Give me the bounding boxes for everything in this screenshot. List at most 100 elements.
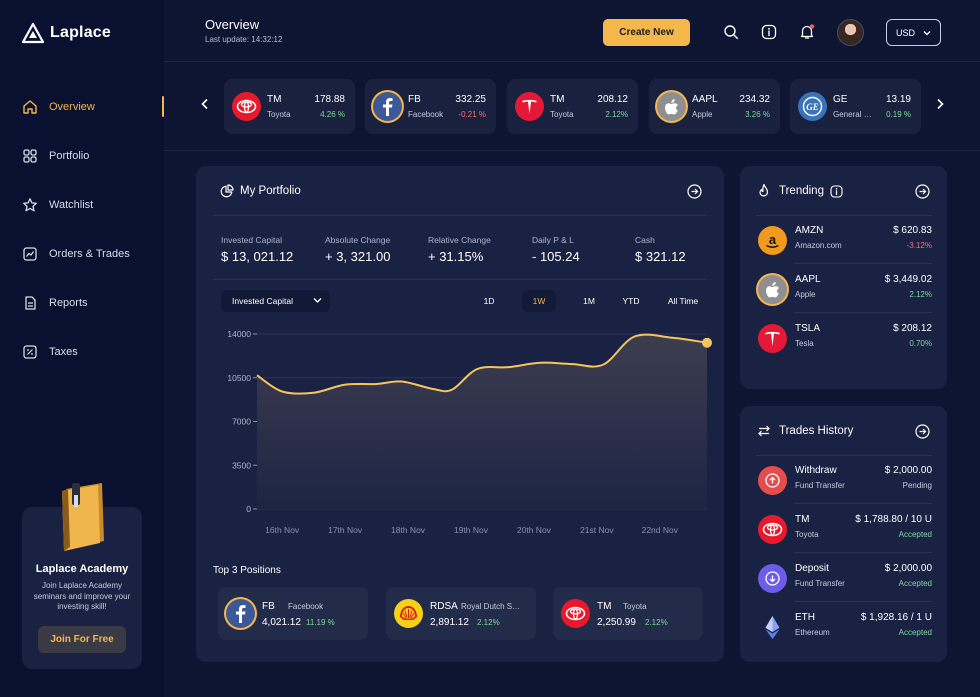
position-card[interactable]: TM Toyota 2,250.99 2.12%	[553, 587, 703, 640]
trending-row[interactable]: TSLA Tesla $ 208.12 0.70%	[756, 319, 932, 359]
position-name: Facebook	[288, 602, 324, 611]
sidebar-item-taxes[interactable]: Taxes	[0, 327, 164, 376]
fire-icon	[759, 183, 769, 197]
trending-symbol: TSLA	[795, 323, 821, 334]
range-all-time-button[interactable]: All Time	[667, 296, 699, 306]
range-1w-button[interactable]: 1W	[522, 290, 556, 312]
apple-logo-icon	[657, 92, 686, 121]
ticker-symbol: TM	[267, 94, 282, 105]
trending-change: 2.12%	[909, 290, 932, 299]
ticker-card[interactable]: TM Toyota 178.88 4.26 %	[224, 79, 355, 134]
currency-select[interactable]: USD	[886, 19, 941, 46]
ticker-change: 2.12%	[605, 110, 628, 119]
ticker-price: 13.19	[885, 94, 911, 105]
ticker-name: Toyota	[267, 110, 291, 119]
y-tick-label: 3500	[232, 460, 251, 470]
stat-value: - 105.24	[532, 249, 580, 264]
academy-description: Join Laplace Academy seminars and improv…	[33, 581, 131, 611]
sidebar-item-reports[interactable]: Reports	[0, 278, 164, 327]
stat-value: $ 13, 021.12	[221, 249, 294, 264]
position-value: 2,891.12	[430, 617, 469, 628]
apple-logo-icon	[758, 275, 787, 304]
arrow-right-circle-icon[interactable]	[687, 184, 702, 199]
sidebar-item-watchlist[interactable]: Watchlist	[0, 180, 164, 229]
trade-subtitle: Toyota	[795, 530, 819, 539]
svg-text:GE: GE	[806, 102, 819, 112]
trade-status: Accepted	[898, 530, 932, 539]
laplace-logo-icon	[22, 22, 44, 44]
arrow-right-circle-icon[interactable]	[915, 424, 930, 439]
trending-price: $ 620.83	[893, 225, 932, 236]
trade-row[interactable]: Deposit Fund Transfer $ 2,000.00 Accepte…	[756, 559, 932, 599]
shell-logo-icon	[394, 599, 423, 628]
trade-title: Deposit	[795, 563, 829, 574]
sidebar-nav: Overview Portfolio Watchlist Orders & Tr…	[0, 82, 164, 376]
metric-select-value: Invested Capital	[232, 296, 293, 306]
trending-row[interactable]: a AMZN Amazon.com $ 620.83 -3.12%	[756, 221, 932, 261]
sidebar-item-label: Taxes	[49, 345, 78, 358]
position-change: 11.19 %	[306, 618, 335, 627]
avatar[interactable]	[837, 19, 864, 46]
ticker-card[interactable]: TM Toyota 208.12 2.12%	[507, 79, 638, 134]
stat-label: Daily P & L	[532, 235, 574, 245]
create-new-button[interactable]: Create New	[603, 19, 690, 46]
percent-icon	[23, 344, 37, 359]
info-icon[interactable]	[761, 24, 777, 40]
sidebar-item-orders-trades[interactable]: Orders & Trades	[0, 229, 164, 278]
position-card[interactable]: RDSA Royal Dutch Shell 2,891.12 2.12%	[386, 587, 536, 640]
trending-name: Tesla	[795, 339, 814, 348]
trending-symbol: AMZN	[795, 225, 824, 236]
chevron-left-icon[interactable]	[199, 98, 211, 110]
x-tick-label: 21st Nov	[580, 525, 614, 535]
sidebar-item-portfolio[interactable]: Portfolio	[0, 131, 164, 180]
trade-status: Pending	[902, 481, 932, 490]
stat-value: + 31.15%	[428, 249, 484, 264]
trending-name: Amazon.com	[795, 241, 842, 250]
tesla-logo-icon	[515, 92, 544, 121]
currency-label: USD	[895, 27, 915, 38]
position-symbol: RDSA	[430, 601, 458, 612]
app-logo[interactable]: Laplace	[22, 22, 111, 44]
notification-bell-icon[interactable]	[799, 24, 815, 40]
ticker-change: -0.21 %	[458, 110, 486, 119]
y-tick-label: 0	[246, 504, 251, 514]
position-value: 2,250.99	[597, 617, 636, 628]
facebook-logo-icon	[226, 599, 255, 628]
x-tick-label: 19th Nov	[454, 525, 489, 535]
trade-row[interactable]: TM Toyota $ 1,788.80 / 10 U Accepted	[756, 510, 932, 550]
range-1m-button[interactable]: 1M	[583, 296, 595, 306]
arrow-right-circle-icon[interactable]	[915, 184, 930, 199]
sidebar-item-label: Orders & Trades	[49, 247, 130, 260]
portfolio-divider	[213, 215, 706, 216]
trade-row[interactable]: ETH Ethereum $ 1,928.16 / 1 U Accepted	[756, 608, 932, 648]
page-title: Overview	[205, 17, 260, 32]
trades-history-title: Trades History	[779, 425, 854, 437]
ticker-change: 4.26 %	[320, 110, 345, 119]
chevron-right-icon[interactable]	[934, 98, 946, 110]
trending-change: -3.12%	[906, 241, 932, 250]
metric-select[interactable]: Invested Capital	[221, 290, 330, 312]
ticker-card[interactable]: AAPL Apple 234.32 3.26 %	[649, 79, 780, 134]
search-icon[interactable]	[723, 24, 739, 40]
info-icon[interactable]	[830, 185, 843, 198]
trade-title: ETH	[795, 612, 815, 623]
sidebar-item-overview[interactable]: Overview	[0, 82, 164, 131]
range-ytd-button[interactable]: YTD	[622, 296, 640, 306]
join-for-free-button[interactable]: Join For Free	[38, 626, 126, 653]
svg-text:a: a	[769, 232, 777, 247]
header-divider	[164, 61, 980, 62]
trending-row[interactable]: AAPL Apple $ 3,449.02 2.12%	[756, 270, 932, 310]
x-tick-label: 16th Nov	[265, 525, 300, 535]
position-card[interactable]: FB Facebook 4,021.12 11.19 %	[218, 587, 368, 640]
ticker-card[interactable]: GE GE General Electric 13.19 0.19 %	[790, 79, 921, 134]
sidebar-item-label: Reports	[49, 296, 88, 309]
ticker-card[interactable]: FB Facebook 332.25 -0.21 %	[365, 79, 496, 134]
x-tick-label: 22nd Nov	[642, 525, 679, 535]
stats-divider	[213, 279, 706, 280]
app-name: Laplace	[50, 24, 111, 41]
top-positions-title: Top 3 Positions	[213, 565, 281, 576]
chevron-down-icon	[313, 298, 322, 303]
sidebar-item-label: Overview	[49, 100, 95, 113]
range-1d-button[interactable]: 1D	[483, 296, 495, 306]
trade-row[interactable]: Withdraw Fund Transfer $ 2,000.00 Pendin…	[756, 461, 932, 501]
